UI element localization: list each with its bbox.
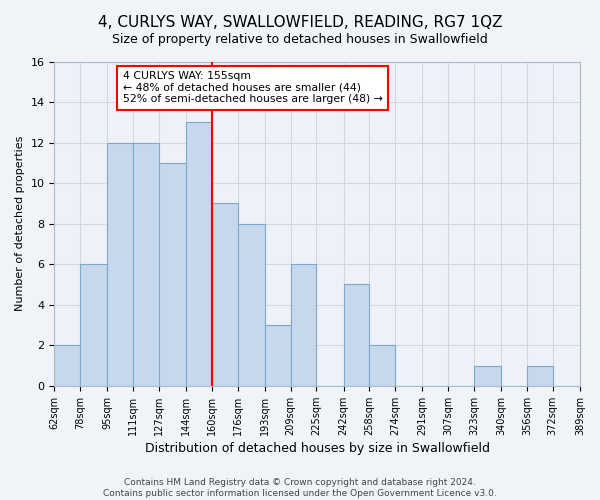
Bar (80, 264, 107, 386)
Bar (474, 366, 501, 386)
Bar (344, 284, 370, 386)
Bar (186, 122, 212, 386)
Bar (133, 142, 159, 386)
Text: 4 CURLYS WAY: 155sqm
← 48% of detached houses are smaller (44)
52% of semi-detac: 4 CURLYS WAY: 155sqm ← 48% of detached h… (123, 71, 383, 104)
Bar (212, 204, 238, 386)
Y-axis label: Number of detached properties: Number of detached properties (15, 136, 25, 312)
Bar (370, 346, 395, 386)
Text: Size of property relative to detached houses in Swallowfield: Size of property relative to detached ho… (112, 32, 488, 46)
X-axis label: Distribution of detached houses by size in Swallowfield: Distribution of detached houses by size … (145, 442, 490, 455)
Bar (107, 142, 133, 386)
Bar (55, 346, 80, 386)
Bar (238, 224, 265, 386)
Text: Contains HM Land Registry data © Crown copyright and database right 2024.
Contai: Contains HM Land Registry data © Crown c… (103, 478, 497, 498)
Bar (265, 325, 290, 386)
Bar (290, 264, 316, 386)
Bar (527, 366, 553, 386)
Bar (159, 163, 186, 386)
Text: 4, CURLYS WAY, SWALLOWFIELD, READING, RG7 1QZ: 4, CURLYS WAY, SWALLOWFIELD, READING, RG… (98, 15, 502, 30)
